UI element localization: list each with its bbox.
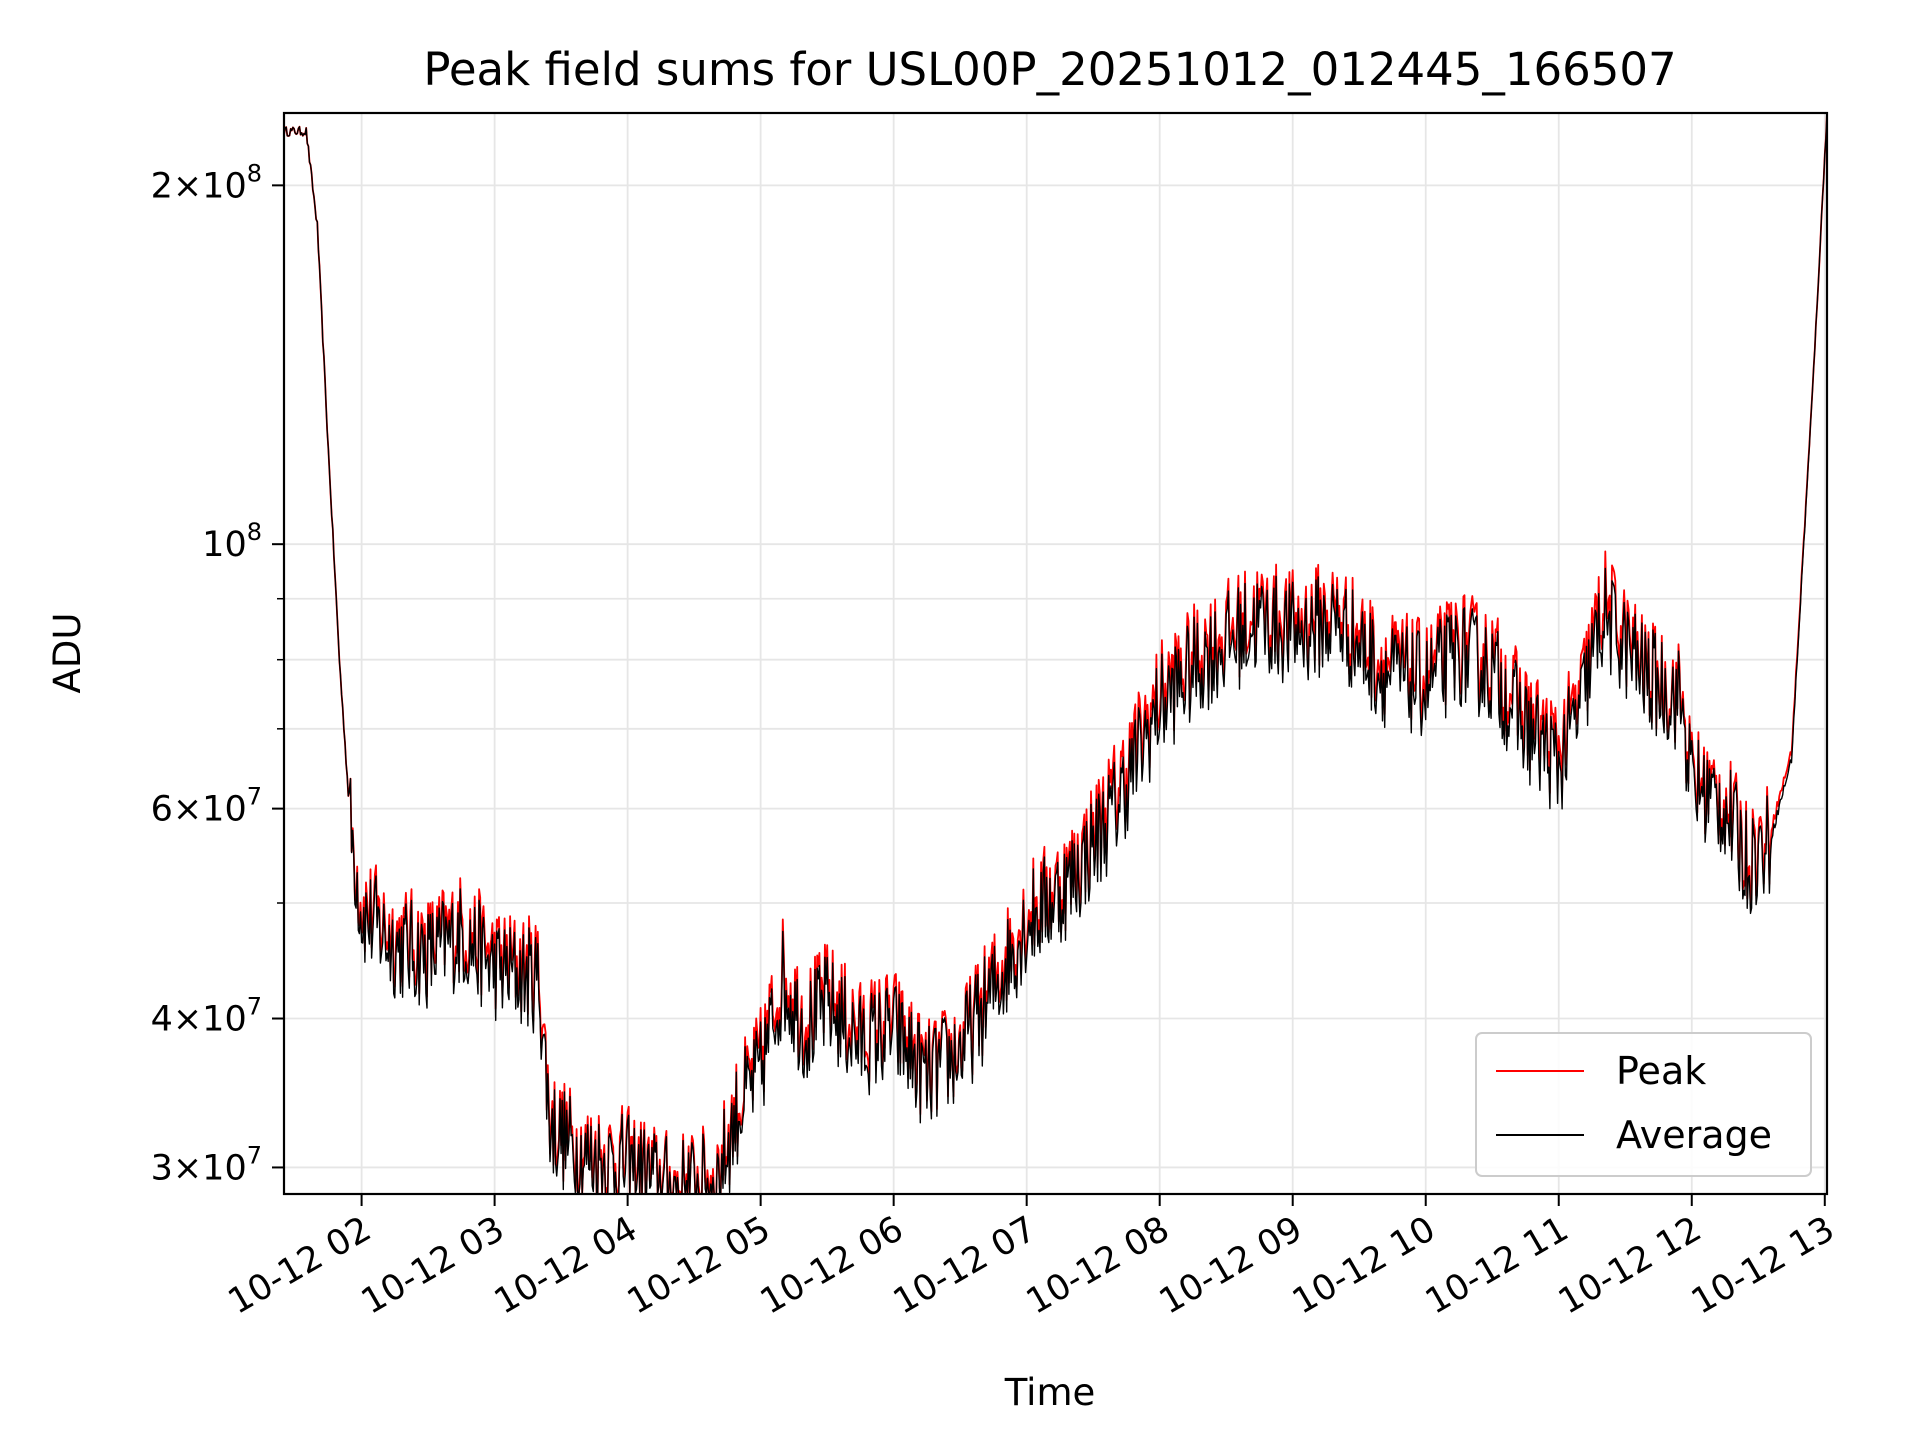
chart-title: Peak field sums for USL00P_20251012_0124… [423,43,1676,96]
series-line-average [283,112,1828,1195]
y-tick-mantissa: 2 [151,166,173,206]
y-axis-label: ADU [46,613,89,694]
legend-label-peak: Peak [1616,1049,1706,1093]
y-tick-label: 4×107 [151,993,262,1040]
y-tick-label: 2×108 [151,159,262,206]
y-tick-exponent: 8 [247,159,262,187]
y-tick-label: 108 [202,518,262,565]
y-tick-mantissa: 4 [151,1000,173,1040]
plot-frame [282,111,1829,1196]
y-tick-exponent: 7 [247,783,262,811]
legend-label-average: Average [1616,1113,1772,1157]
y-tick-exponent: 7 [247,1141,262,1169]
grid [284,113,1827,1194]
y-tick-label: 6×107 [151,783,262,830]
y-tick-exponent: 8 [247,518,262,546]
x-axis-label: Time [1004,1371,1096,1414]
y-tick-mantissa: 6 [151,790,173,830]
y-tick-label: 3×107 [151,1141,262,1188]
legend: Peak Average [1475,1032,1812,1177]
legend-box [1475,1032,1812,1177]
y-tick-exponent: 7 [247,993,262,1021]
y-tick-mantissa: 3 [151,1148,173,1188]
series-layer [283,112,1828,1195]
